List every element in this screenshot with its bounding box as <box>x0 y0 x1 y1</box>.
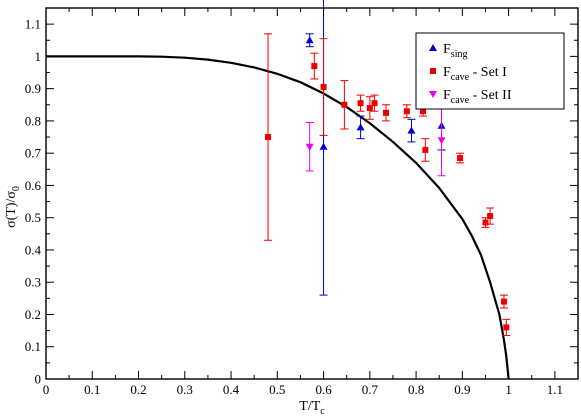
data-point <box>420 108 427 115</box>
x-tick-label: 0.7 <box>362 382 379 397</box>
legend-label-1: Fcave - Set I <box>443 65 507 83</box>
data-point <box>357 100 364 107</box>
data-points-layer <box>264 0 511 336</box>
y-tick-label: 0.1 <box>25 339 41 354</box>
data-point <box>311 63 318 70</box>
data-point <box>457 155 464 162</box>
x-tick-label: 0.4 <box>223 382 240 397</box>
data-point <box>422 146 429 153</box>
legend-marker-2 <box>429 91 437 98</box>
data-point <box>356 123 365 131</box>
data-point <box>503 324 510 331</box>
y-tick-label: 0.6 <box>25 178 42 193</box>
x-tick-label: 0.9 <box>454 382 470 397</box>
data-point <box>500 298 507 305</box>
y-tick-label: 0.7 <box>25 146 42 161</box>
legend-label-0: Fsing <box>443 42 467 60</box>
data-point <box>407 126 416 134</box>
data-point <box>482 219 489 226</box>
legend-marker-1 <box>430 68 436 74</box>
series-0 <box>305 0 446 296</box>
y-tick-label: 0.8 <box>25 113 41 128</box>
data-point <box>305 143 314 151</box>
data-point <box>366 105 373 112</box>
y-axis-label: σ(T)/σ0 <box>4 186 22 228</box>
y-tick-label: 1.1 <box>25 17 41 32</box>
y-tick-label: 0.9 <box>25 81 41 96</box>
x-axis-label: T/Tc <box>299 399 325 417</box>
data-point <box>487 213 494 220</box>
x-tick-label: 0 <box>43 382 50 397</box>
y-tick-label: 0.3 <box>25 275 41 290</box>
y-tick-label: 0 <box>35 372 42 387</box>
y-tick-label: 1 <box>35 49 42 64</box>
series-1 <box>264 33 511 336</box>
data-point <box>371 100 378 107</box>
x-tick-label: 0.8 <box>408 382 424 397</box>
data-point <box>305 36 314 44</box>
y-tick-label: 0.2 <box>25 307 41 322</box>
x-tick-label: 1 <box>505 382 512 397</box>
y-tick-label: 0.4 <box>25 242 42 257</box>
x-tick-label: 1.1 <box>547 382 563 397</box>
plot-frame <box>45 7 579 380</box>
data-point <box>437 137 446 145</box>
x-tick-label: 0.6 <box>315 382 332 397</box>
data-point <box>320 84 327 91</box>
legend-box <box>415 32 565 110</box>
x-tick-label: 0.2 <box>130 382 146 397</box>
data-point <box>341 101 348 108</box>
x-tick-label: 0.3 <box>177 382 193 397</box>
data-point <box>403 108 410 115</box>
legend-marker-0 <box>429 44 437 51</box>
series-2 <box>305 104 446 177</box>
x-tick-label: 0.5 <box>269 382 285 397</box>
legend: Fsing Fcave - Set I Fcave - Set II <box>415 32 565 110</box>
data-point <box>383 109 390 116</box>
x-tick-label: 0.1 <box>84 382 100 397</box>
data-point <box>319 142 328 150</box>
axes: 0 0.1 0.2 0.3 0.4 0.5 0.6 0.7 0.8 0.9 1 1.1 0 0.1 0.2 0… <box>25 7 579 397</box>
legend-label-2: Fcave - Set II <box>443 88 512 106</box>
data-point <box>265 134 272 141</box>
y-tick-label: 0.5 <box>25 210 41 225</box>
